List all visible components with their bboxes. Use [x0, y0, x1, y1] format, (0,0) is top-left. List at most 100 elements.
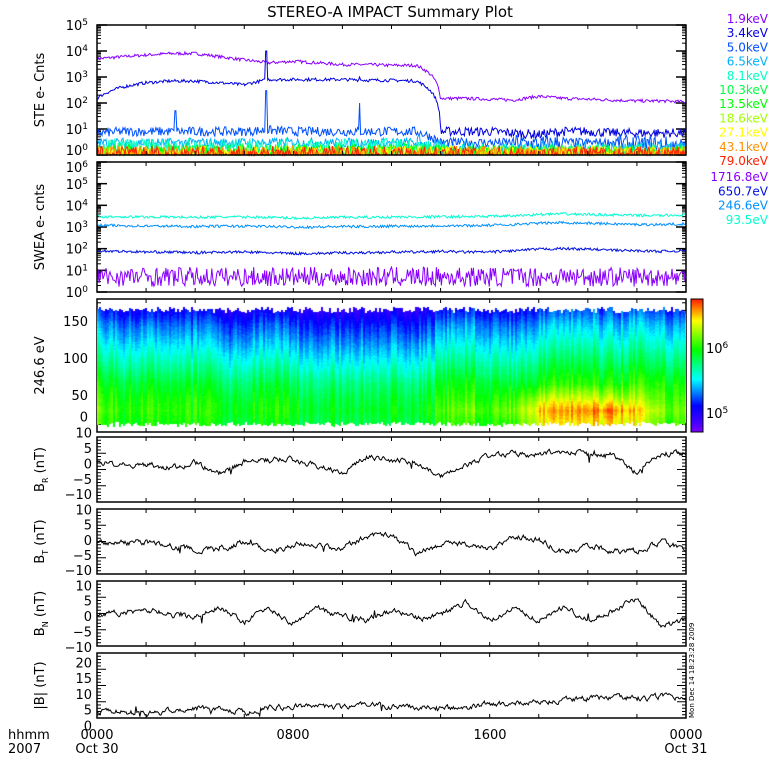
colorbar-segment	[691, 367, 703, 369]
swea-y-tick-label: 106	[66, 160, 89, 176]
ste-series-1.9keV	[96, 50, 687, 105]
colorbar-segment	[691, 349, 703, 351]
colorbar-segment	[691, 420, 703, 422]
colorbar-segment	[691, 404, 703, 406]
bt-y-tick-label: 5	[84, 519, 92, 534]
bmag-y-tick-label: 0	[84, 720, 92, 735]
colorbar-segment	[691, 357, 703, 359]
legend-swea-1716.8eV: 1716.8eV	[710, 170, 768, 184]
ste-y-tick-label: 105	[66, 18, 88, 34]
colorbar-segment	[691, 340, 703, 342]
colorbar-segment	[691, 302, 703, 304]
colorbar-segment	[691, 350, 703, 352]
colorbar-segment	[691, 338, 703, 340]
swea-series-650.7eV	[96, 246, 687, 256]
bmag-y-axis-label: |B| (nT)	[33, 661, 48, 709]
colorbar-segment	[691, 383, 703, 385]
swea-y-axis-label: SWEA e- cnts	[33, 184, 48, 271]
colorbar-segment	[691, 309, 703, 311]
colorbar-segment	[691, 363, 703, 365]
colorbar-segment	[691, 391, 703, 393]
tick-exponent: 2	[82, 242, 88, 252]
tick-base: 10	[66, 178, 83, 193]
tick-base: 10	[66, 144, 83, 159]
colorbar-segment	[691, 352, 703, 354]
x-tick-label-2: 1600	[473, 728, 506, 743]
bmag-y-tick-label: 15	[75, 672, 92, 687]
colorbar-segment	[691, 325, 703, 327]
br-series-line	[96, 448, 687, 479]
br-frame	[96, 436, 687, 503]
colorbar-segment	[691, 370, 703, 372]
colorbar-segment	[691, 359, 703, 361]
colorbar-segment	[691, 348, 703, 350]
tick-base: 10	[66, 243, 83, 258]
swea-y-tick-label: 101	[66, 263, 88, 279]
colorbar-segment	[691, 369, 703, 371]
colorbar-segment	[691, 400, 703, 402]
colorbar-segment	[691, 313, 703, 315]
y-label-main: B	[33, 627, 48, 636]
colorbar-tick-label: 106	[706, 341, 729, 357]
bn-y-tick-label: −5	[73, 625, 92, 640]
colorbar-segment	[691, 343, 703, 345]
tick-base: 10	[66, 19, 83, 34]
colorbar-segment	[691, 319, 703, 321]
tick-exponent: 1	[82, 263, 88, 273]
colorbar-segment	[691, 345, 703, 347]
colorbar-segment	[691, 341, 703, 343]
colorbar-segment	[691, 386, 703, 388]
bn-y-tick-label: 10	[75, 579, 92, 594]
colorbar-segment	[691, 425, 703, 427]
colorbar-segment	[691, 377, 703, 379]
colorbar-segment	[691, 372, 703, 374]
colorbar-segment	[691, 336, 703, 338]
bt-series-line	[96, 531, 687, 557]
colorbar-segment	[691, 332, 703, 334]
br-y-tick-label: 10	[75, 426, 92, 441]
colorbar-segment	[691, 362, 703, 364]
colorbar-segment	[691, 379, 703, 381]
legend-ste-18.6keV: 18.6keV	[719, 111, 769, 125]
bt-y-tick-label: −5	[73, 549, 92, 564]
colorbar-segment	[691, 361, 703, 363]
x-tick-date-3: Oct 31	[664, 742, 707, 757]
colorbar-segment	[691, 399, 703, 401]
spectrogram-image	[97, 299, 686, 432]
colorbar-segment	[691, 405, 703, 407]
colorbar-segment	[691, 414, 703, 416]
bmag-y-tick-label: 10	[75, 688, 92, 703]
colorbar-segment	[691, 354, 703, 356]
x-tick-date-0: Oct 30	[75, 742, 118, 757]
bt-y-tick-label: 0	[84, 534, 92, 549]
ste-y-tick-label: 104	[66, 44, 89, 60]
y-label-unit: (nT)	[33, 591, 48, 621]
x-tick-label-0: 0000	[80, 728, 113, 743]
legend-ste-79.0keV: 79.0keV	[719, 154, 769, 168]
x-axis-year-label: 2007	[8, 742, 41, 757]
colorbar-segment	[691, 358, 703, 360]
colorbar-segment	[691, 303, 703, 305]
ste-y-tick-label: 101	[66, 122, 88, 138]
colorbar-segment	[691, 342, 703, 344]
colorbar-segment	[691, 355, 703, 357]
colorbar-segment	[691, 306, 703, 308]
colorbar-segment	[691, 311, 703, 313]
colorbar-segment	[691, 417, 703, 419]
colorbar-segment	[691, 398, 703, 400]
tick-exponent: 3	[82, 220, 88, 230]
colorbar-segment	[691, 419, 703, 421]
swea-series-246.6eV	[96, 220, 687, 230]
colorbar-segment	[691, 353, 703, 355]
ste-y-axis-label: STE e- Cnts	[33, 52, 48, 127]
colorbar-segment	[691, 320, 703, 322]
colorbar-segment	[691, 351, 703, 353]
bmag-series-line	[96, 692, 687, 718]
swea-y-tick-label: 100	[66, 285, 89, 301]
y-label-main: B	[33, 555, 48, 564]
colorbar-segment	[691, 388, 703, 390]
colorbar-segment	[691, 366, 703, 368]
colorbar-segment	[691, 334, 703, 336]
colorbar-segment	[691, 327, 703, 329]
colorbar-segment	[691, 315, 703, 317]
